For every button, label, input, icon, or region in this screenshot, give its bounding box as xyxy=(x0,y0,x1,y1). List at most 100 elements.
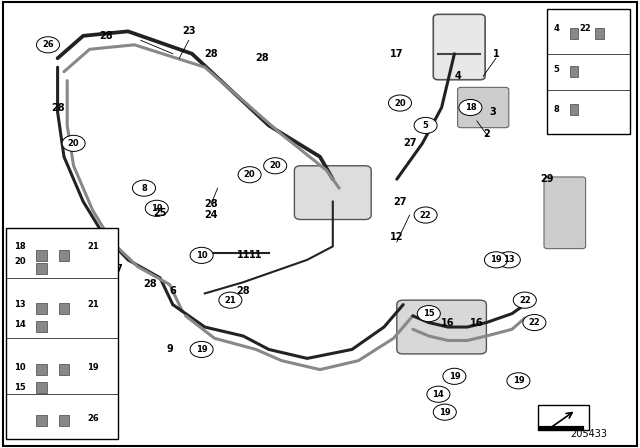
Bar xyxy=(36,250,47,261)
Circle shape xyxy=(417,306,440,322)
Text: 28: 28 xyxy=(236,286,250,296)
Text: 14: 14 xyxy=(433,390,444,399)
Text: 3: 3 xyxy=(490,107,496,117)
FancyBboxPatch shape xyxy=(547,9,630,134)
Circle shape xyxy=(414,117,437,134)
Circle shape xyxy=(427,386,450,402)
FancyBboxPatch shape xyxy=(294,166,371,220)
Text: 1: 1 xyxy=(493,49,499,59)
Text: 9: 9 xyxy=(166,345,173,354)
Text: 20: 20 xyxy=(68,139,79,148)
Text: 17: 17 xyxy=(390,49,404,59)
Circle shape xyxy=(497,252,520,268)
FancyBboxPatch shape xyxy=(433,14,485,80)
FancyBboxPatch shape xyxy=(397,300,486,354)
Text: 10: 10 xyxy=(196,251,207,260)
Circle shape xyxy=(459,99,482,116)
Text: 24: 24 xyxy=(204,210,218,220)
Text: 12: 12 xyxy=(390,233,404,242)
Text: 26: 26 xyxy=(87,414,99,423)
Text: 19: 19 xyxy=(449,372,460,381)
Circle shape xyxy=(388,95,412,111)
Text: 28: 28 xyxy=(255,53,269,63)
Bar xyxy=(59,364,69,375)
Text: 8: 8 xyxy=(554,105,559,114)
FancyBboxPatch shape xyxy=(458,87,509,128)
Text: 25: 25 xyxy=(153,208,167,218)
Text: 4: 4 xyxy=(554,24,559,33)
Circle shape xyxy=(145,200,168,216)
Text: 20: 20 xyxy=(394,99,406,108)
Circle shape xyxy=(132,180,156,196)
Text: 5: 5 xyxy=(554,65,559,73)
Text: 19: 19 xyxy=(87,362,99,371)
Bar xyxy=(59,303,69,314)
Circle shape xyxy=(414,207,437,223)
Circle shape xyxy=(238,167,261,183)
Text: 28: 28 xyxy=(204,199,218,209)
Circle shape xyxy=(507,373,530,389)
Text: 20: 20 xyxy=(244,170,255,179)
Text: 23: 23 xyxy=(182,26,196,36)
Text: 21: 21 xyxy=(87,241,99,250)
Circle shape xyxy=(190,341,213,358)
Text: 19: 19 xyxy=(439,408,451,417)
Text: 19: 19 xyxy=(84,264,95,273)
Text: 28: 28 xyxy=(143,280,157,289)
Text: 28: 28 xyxy=(99,31,113,41)
Text: 13: 13 xyxy=(14,300,26,309)
Circle shape xyxy=(513,292,536,308)
Bar xyxy=(595,28,604,39)
Bar xyxy=(59,250,69,261)
Text: 28: 28 xyxy=(51,103,65,112)
Circle shape xyxy=(190,247,213,263)
Text: 19: 19 xyxy=(513,376,524,385)
Text: 16: 16 xyxy=(441,318,455,327)
Text: 10: 10 xyxy=(14,362,26,371)
Bar xyxy=(36,263,47,274)
Circle shape xyxy=(484,252,508,268)
Text: 2: 2 xyxy=(483,129,490,139)
Text: 26: 26 xyxy=(42,40,54,49)
FancyBboxPatch shape xyxy=(538,405,589,430)
FancyBboxPatch shape xyxy=(544,177,586,249)
Text: 29: 29 xyxy=(540,174,554,184)
Circle shape xyxy=(36,37,60,53)
Text: 15: 15 xyxy=(14,383,26,392)
Bar xyxy=(570,28,578,39)
Circle shape xyxy=(78,261,101,277)
Text: 16: 16 xyxy=(470,318,484,327)
Bar xyxy=(570,104,578,115)
Bar xyxy=(36,364,47,375)
Circle shape xyxy=(219,292,242,308)
Text: 19: 19 xyxy=(151,204,163,213)
Text: 8: 8 xyxy=(141,184,147,193)
Circle shape xyxy=(443,368,466,384)
Text: 19: 19 xyxy=(196,345,207,354)
Text: 205433: 205433 xyxy=(570,429,607,439)
Circle shape xyxy=(523,314,546,331)
Bar xyxy=(36,321,47,332)
Text: 15: 15 xyxy=(423,309,435,318)
Text: 6: 6 xyxy=(170,286,176,296)
Text: 22: 22 xyxy=(519,296,531,305)
Circle shape xyxy=(264,158,287,174)
Text: 13: 13 xyxy=(503,255,515,264)
Bar xyxy=(59,415,69,426)
Text: 11: 11 xyxy=(249,250,263,260)
Bar xyxy=(36,415,47,426)
Text: 4: 4 xyxy=(454,71,461,81)
Text: 20: 20 xyxy=(269,161,281,170)
Text: 28: 28 xyxy=(204,49,218,59)
Bar xyxy=(36,382,47,393)
Text: 7: 7 xyxy=(115,264,122,274)
Text: 22: 22 xyxy=(579,24,591,33)
Text: 11: 11 xyxy=(236,250,250,260)
Text: 5: 5 xyxy=(422,121,429,130)
Text: 27: 27 xyxy=(403,138,417,148)
Text: 27: 27 xyxy=(393,197,407,207)
Text: 22: 22 xyxy=(420,211,431,220)
Text: 19: 19 xyxy=(490,255,502,264)
Text: 22: 22 xyxy=(529,318,540,327)
Text: 18: 18 xyxy=(14,241,26,250)
